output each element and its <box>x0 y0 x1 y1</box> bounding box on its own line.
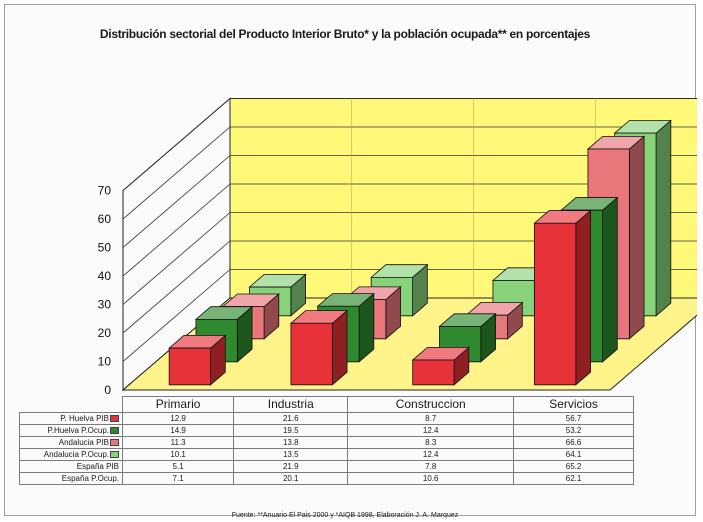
y-tick-label: 0 <box>104 383 111 397</box>
y-tick-label: 20 <box>98 326 112 340</box>
series-name: P. Huelva PIB <box>60 414 109 423</box>
table-cell: 66.6 <box>513 436 634 449</box>
table-cell: 10.6 <box>347 472 515 485</box>
bar <box>533 209 592 386</box>
bar-front <box>412 359 455 386</box>
bar-side <box>655 119 672 317</box>
table-cell: 20.1 <box>233 472 349 485</box>
bar-chart-3d: 0 10 20 30 40 50 60 70 <box>98 97 697 397</box>
bar-front <box>534 222 577 386</box>
row-label: España PIB <box>19 460 123 473</box>
table-cell: 14.9 <box>121 424 235 437</box>
table-cell: 8.3 <box>347 436 515 449</box>
table-cell: 13.5 <box>233 448 349 461</box>
table-cell: 12.4 <box>347 448 515 461</box>
table-cell: 10.1 <box>121 448 235 461</box>
table-row: P.Huelva P.Ocup. 14.9 19.5 12.4 53.2 <box>19 424 634 437</box>
bar-side <box>602 196 618 363</box>
table-cell: 64.1 <box>513 448 634 461</box>
gridline <box>122 155 697 248</box>
y-tick-label: 30 <box>98 298 112 312</box>
gridline <box>122 98 697 191</box>
table-cell: 7.1 <box>121 472 235 485</box>
series-name: P.Huelva P.Ocup. <box>47 426 109 435</box>
y-tick-label: 10 <box>98 355 112 369</box>
table-cell: 21.9 <box>233 460 349 473</box>
column-header: Construccion <box>347 396 515 413</box>
table-cell: 65.2 <box>513 460 634 473</box>
series-name: España PIB <box>76 462 119 471</box>
table-cell: 56.7 <box>513 412 634 425</box>
row-label: España P.Ocup. <box>19 472 123 485</box>
chart-title: Distribución sectorial del Producto Inte… <box>99 27 591 41</box>
table-cell: 53.2 <box>513 424 634 437</box>
bar-side <box>575 209 591 386</box>
table-cell: 19.5 <box>233 424 349 437</box>
bar <box>289 309 349 386</box>
table-cell: 21.6 <box>233 412 349 425</box>
table-row: España PIB 5.1 21.9 7.8 65.2 <box>19 460 634 473</box>
row-label: P. Huelva PIB <box>19 412 123 425</box>
column-header: Servicios <box>513 396 634 413</box>
column-header: Primario <box>121 396 235 413</box>
data-table: Primario Industria Construccion Servicio… <box>19 396 634 485</box>
row-label: Andalucia PIB <box>19 436 123 449</box>
bar <box>168 334 227 386</box>
y-tick-label: 50 <box>98 241 112 255</box>
table-header-row: Primario Industria Construccion Servicio… <box>19 396 634 413</box>
legend-swatch <box>110 415 119 423</box>
table-cell: 11.3 <box>121 436 235 449</box>
table-row: P. Huelva PIB 12.9 21.6 8.7 56.7 <box>19 412 634 425</box>
bar <box>194 305 254 363</box>
bar-side <box>628 135 645 340</box>
column-header: Industria <box>233 396 349 413</box>
series-name: Andalucia PIB <box>58 438 109 447</box>
row-label: P.Huelva P.Ocup. <box>19 424 123 437</box>
table-row: Andalucia P.Ocup. 10.1 13.5 12.4 64.1 <box>19 448 634 461</box>
table-row: Andalucia PIB 11.3 13.8 8.3 66.6 <box>19 436 634 449</box>
series-name: España P.Ocup. <box>61 474 119 483</box>
legend-swatch <box>110 427 119 435</box>
legend-swatch <box>110 439 119 447</box>
source-note: Fuente: **Anuario El Pais 2000 y *AIQB 1… <box>231 512 459 519</box>
y-tick-label: 60 <box>98 212 112 226</box>
table-cell: 12.9 <box>121 412 235 425</box>
table-cell: 7.8 <box>347 460 515 473</box>
table-row: España P.Ocup. 7.1 20.1 10.6 62.1 <box>19 472 634 485</box>
table-cell: 8.7 <box>347 412 515 425</box>
bar-front <box>168 347 211 386</box>
gridline <box>122 126 697 220</box>
legend-swatch <box>110 451 119 459</box>
table-body: P. Huelva PIB 12.9 21.6 8.7 56.7 P.Huelva P.O… <box>19 412 634 485</box>
bar-front <box>290 322 333 386</box>
table-cell: 13.8 <box>233 436 349 449</box>
bar <box>411 346 470 386</box>
gridline <box>122 183 697 277</box>
row-label: Andalucia P.Ocup. <box>19 448 123 461</box>
y-tick-label: 70 <box>98 184 112 198</box>
y-tick-label: 40 <box>98 269 112 283</box>
table-corner <box>19 396 123 413</box>
table-cell: 5.1 <box>121 460 235 473</box>
chart-frame: Distribución sectorial del Producto Inte… <box>4 4 697 519</box>
table-cell: 62.1 <box>513 472 634 485</box>
table-cell: 12.4 <box>347 424 515 437</box>
series-name: Andalucia P.Ocup. <box>43 450 109 459</box>
